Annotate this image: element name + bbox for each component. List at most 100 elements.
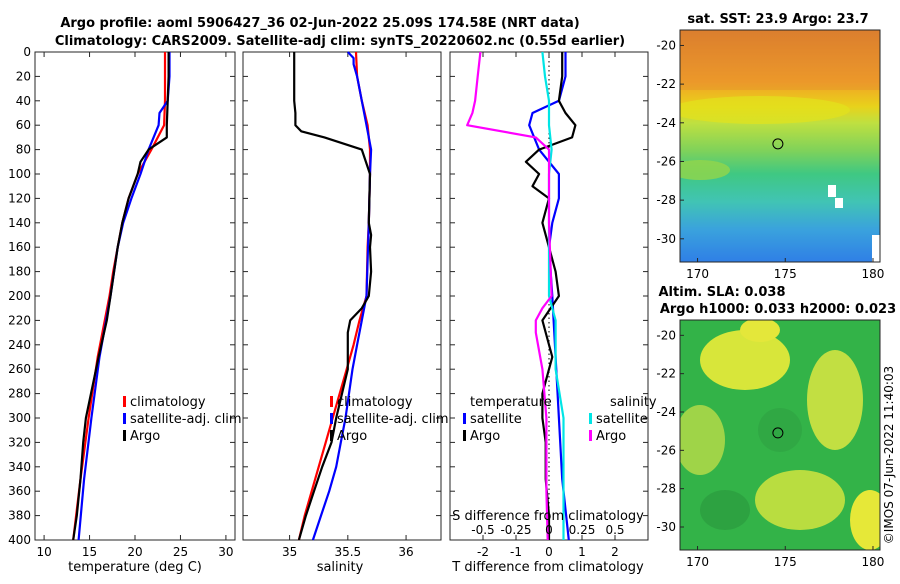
y-tick-label: 260 [8, 362, 31, 376]
series-line-satellite-adj-clim [311, 51, 373, 541]
map-y-tick-label: -20 [656, 38, 676, 52]
y-tick-label: 200 [8, 289, 31, 303]
series-line-s-argo [466, 51, 553, 541]
series-line-argo [72, 52, 170, 541]
temp-legend-climatology: climatology [130, 395, 206, 410]
sla-map-title: Altim. SLA: 0.038 [659, 285, 786, 300]
map-y-tick-label: -30 [656, 232, 676, 246]
sla-high-patch [850, 490, 880, 550]
y-tick-label: 140 [8, 216, 31, 230]
y-tick-label: 400 [8, 533, 31, 547]
sst-warm-band [680, 30, 880, 90]
y-tick-label: 100 [8, 167, 31, 181]
sla-high-patch [755, 470, 845, 530]
x-tick-label: 25 [173, 545, 188, 559]
legend-swatch-satellite [123, 413, 126, 424]
legend-swatch-argo [123, 430, 126, 441]
y-tick-label: 60 [16, 118, 31, 132]
map-y-tick-label: -26 [656, 443, 676, 457]
figure-title-line2: Climatology: CARS2009. Satellite-adj cli… [55, 34, 625, 49]
x-tick-label: 10 [36, 545, 51, 559]
x-tick-label: 35.5 [334, 545, 361, 559]
sal-legend-climatology: climatology [337, 395, 413, 410]
map-y-tick-label: -22 [656, 367, 676, 381]
x-tick-label: 36 [398, 545, 413, 559]
map-y-tick-label: -20 [656, 328, 676, 342]
sst-cloud-gap [828, 185, 836, 197]
sal-legend-argo: Argo [337, 429, 367, 444]
map-y-tick-label: -28 [656, 193, 676, 207]
y-tick-label: 300 [8, 411, 31, 425]
salinity-difference-ticklabels: -0.5 -0.25 0 0.25 0.5 [471, 523, 624, 537]
map-x-tick-label: 175 [774, 267, 797, 281]
y-tick-label: 20 [16, 69, 31, 83]
sst-field [680, 30, 880, 262]
sst-cloud-gap [872, 235, 880, 262]
sst-cloud-gap [835, 198, 843, 208]
x-tick-label: 20 [127, 545, 142, 559]
argo-position-marker [772, 138, 784, 150]
y-tick-label: 280 [8, 387, 31, 401]
argo-position-marker [772, 427, 784, 439]
y-tick-label: 220 [8, 313, 31, 327]
map-x-tick-label: 170 [686, 267, 709, 281]
difference-legend: temperature satellite Argo salinity sate… [463, 395, 657, 444]
sst-map-title: sat. SST: 23.9 Argo: 23.7 [687, 12, 868, 27]
y-tick-label: 180 [8, 265, 31, 279]
difference-panel: -2 -1 0 1 2 S difference from climatology -0… [449, 51, 657, 575]
sla-map-subtitle: Argo h1000: 0.033 h2000: 0.023 [660, 302, 896, 317]
sla-low-patch [700, 490, 750, 530]
salinity-diff-tick-label: -0.5 [471, 523, 494, 537]
map-y-tick-label: -24 [656, 405, 676, 419]
legend-swatch-argo [330, 430, 333, 441]
legend-s-argo: Argo [596, 429, 626, 444]
temperature-xlabel: temperature (deg C) [68, 560, 202, 575]
temperature-panel: 10 15 20 25 30020406080100120140160180200220… [8, 45, 242, 575]
salinity-diff-tick-label: -0.25 [500, 523, 531, 537]
temperature-legend: climatology satellite-adj. clim Argo [123, 395, 242, 444]
legend-swatch-t-argo [463, 430, 466, 441]
y-tick-label: 120 [8, 191, 31, 205]
x-tick-label: 30 [218, 545, 233, 559]
y-tick-label: 380 [8, 509, 31, 523]
sla-map-frame [679, 319, 881, 551]
sst-green-patch [680, 160, 730, 180]
salinity-panel: 35 35.5 36 salinity climatology satellite-… [242, 51, 449, 575]
difference-ticks: -2 -1 0 1 2 [450, 51, 648, 559]
salinity-ticks: 35 35.5 36 [243, 51, 441, 559]
sla-high-patch [680, 405, 725, 475]
x-tick-label: 0 [545, 545, 553, 559]
map-x-tick-label: 180 [862, 555, 885, 569]
sla-high-patch [740, 320, 780, 342]
legend-s-satellite: satellite [596, 412, 648, 427]
temperature-difference-label: T difference from climatology [451, 560, 644, 575]
salinity-difference-label: S difference from climatology [452, 509, 644, 524]
series-line-t-satellite [528, 52, 570, 541]
legend-title-salinity: salinity [610, 395, 657, 410]
series-line-satellite-adj-clim [77, 52, 171, 541]
legend-t-satellite: satellite [470, 412, 522, 427]
salinity-axes-frame [242, 51, 442, 541]
legend-swatch-t-satellite [463, 413, 466, 424]
sst-yellow-band [680, 96, 850, 124]
temperature-lines [72, 52, 171, 541]
salinity-diff-tick-label: 0 [545, 523, 553, 537]
y-tick-label: 80 [16, 143, 31, 157]
sst-map-ticks: 170 175 180 -20 -22 -24 -26 -28 -30 [656, 38, 884, 281]
y-tick-label: 0 [23, 45, 31, 59]
y-tick-label: 40 [16, 94, 31, 108]
sla-high-patch [700, 330, 790, 390]
legend-swatch-s-satellite [589, 413, 592, 424]
salinity-legend: climatology satellite-adj. clim Argo [330, 395, 449, 444]
sst-map-frame [679, 29, 881, 263]
y-tick-label: 340 [8, 460, 31, 474]
sst-map-panel: sat. SST: 23.9 Argo: 23.7 170 175 180 -20 -2… [656, 12, 884, 281]
legend-swatch-s-argo [589, 430, 592, 441]
imos-watermark: ©IMOS 07-Jun-2022 11:40:03 [882, 366, 896, 544]
legend-swatch-satellite [330, 413, 333, 424]
sla-low-patch [758, 408, 802, 452]
x-tick-label: 15 [82, 545, 97, 559]
temperature-axes-frame [34, 51, 236, 541]
